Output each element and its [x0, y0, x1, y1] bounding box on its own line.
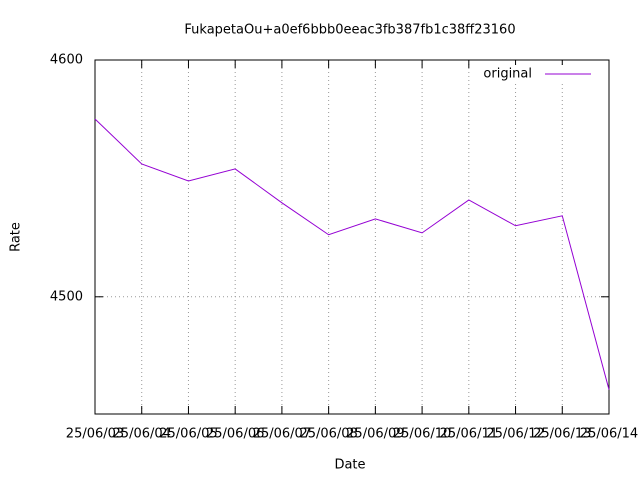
- chart-title: FukapetaOu+a0ef6bbb0eeac3fb387fb1c38ff23…: [184, 23, 515, 38]
- x-tick-label: 25/06/14: [580, 427, 638, 442]
- x-tick-label: 25/06/07: [253, 427, 311, 442]
- x-tick-label: 25/06/06: [206, 427, 264, 442]
- x-tick-label: 25/06/08: [299, 427, 357, 442]
- data-line: [94, 118, 610, 390]
- x-tick-label: 25/06/11: [440, 427, 498, 442]
- x-tick-label: 25/06/04: [113, 427, 171, 442]
- x-tick-label: 25/06/05: [159, 427, 217, 442]
- y-axis-label: Rate: [9, 222, 24, 252]
- x-tick-label: 25/06/13: [533, 427, 591, 442]
- x-axis-label: Date: [334, 458, 365, 473]
- y-tick-label: 4600: [50, 53, 83, 68]
- plot-border: [94, 59, 610, 415]
- legend-bg: [470, 65, 600, 83]
- x-tick-label: 25/06/10: [393, 427, 451, 442]
- x-tick-label: 25/06/09: [346, 427, 404, 442]
- x-tick-label: 25/06/12: [486, 427, 544, 442]
- x-tick-label: 25/06/03: [66, 427, 124, 442]
- legend-label: original: [483, 67, 532, 82]
- y-tick-label: 4500: [50, 289, 83, 304]
